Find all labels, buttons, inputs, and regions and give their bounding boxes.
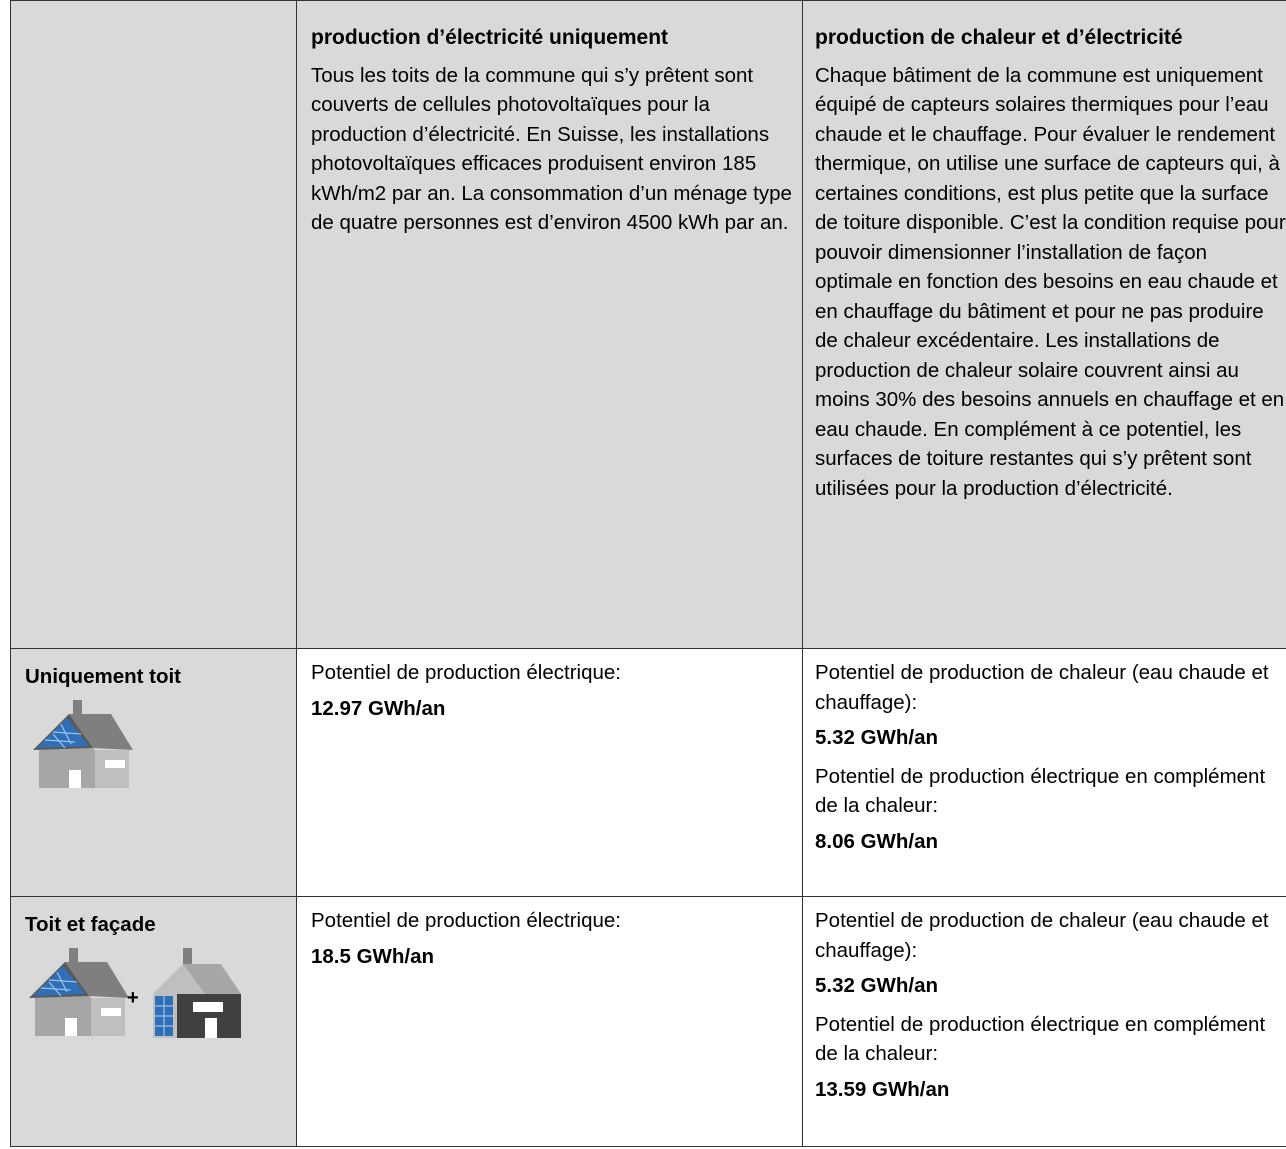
icon-group: + (25, 946, 296, 1042)
column-description: Tous les toits de la commune qui s’y prê… (311, 63, 792, 235)
row-label: Toit et façade (25, 913, 156, 936)
header-cell: production d’électricité uniquement Tous… (296, 0, 803, 649)
row-label: Uniquement toit (25, 665, 182, 688)
potential-label: Potentiel de production de chaleur (eau … (815, 909, 1269, 962)
row-header: Toit et façade + (10, 896, 297, 1147)
cell: Potentiel de production électrique: 18.5… (296, 896, 803, 1147)
cell: Potentiel de production de chaleur (eau … (802, 648, 1286, 897)
column-description: Chaque bâtiment de la commune est unique… (815, 63, 1286, 500)
row-header: Uniquement toit (10, 648, 297, 897)
potential-value: 5.32 GWh/an (815, 974, 939, 997)
potential-label: Potentiel de production électrique en co… (815, 764, 1266, 818)
potential-label: Potentiel de production électrique: (311, 661, 621, 684)
potential-table: production d’électricité uniquement Tous… (10, 0, 1286, 1147)
potential-label: Potentiel de production électrique en co… (815, 1012, 1266, 1066)
roof-icon (28, 946, 130, 1037)
facade-icon (152, 946, 242, 1039)
corner-cell (10, 0, 297, 649)
column-title: production de chaleur et d’électricité (815, 26, 1183, 49)
column-title: production d’électricité uniquement (311, 26, 669, 49)
potential-label: Potentiel de production de chaleur (eau … (815, 661, 1269, 714)
potential-value: 8.06 GWh/an (815, 829, 939, 853)
potential-value: 12.97 GWh/an (311, 696, 446, 720)
potential-value: 18.5 GWh/an (311, 944, 435, 968)
cell: Potentiel de production électrique: 12.9… (296, 648, 803, 897)
potential-value: 5.32 GWh/an (815, 726, 939, 749)
potential-label: Potentiel de production électrique: (311, 909, 621, 932)
roof-icon (32, 698, 134, 789)
icon-joiner: + (127, 986, 139, 1009)
potential-value: 13.59 GWh/an (815, 1077, 950, 1101)
header-cell: production de chaleur et d’électricité C… (802, 0, 1286, 649)
cell: Potentiel de production de chaleur (eau … (802, 896, 1286, 1147)
